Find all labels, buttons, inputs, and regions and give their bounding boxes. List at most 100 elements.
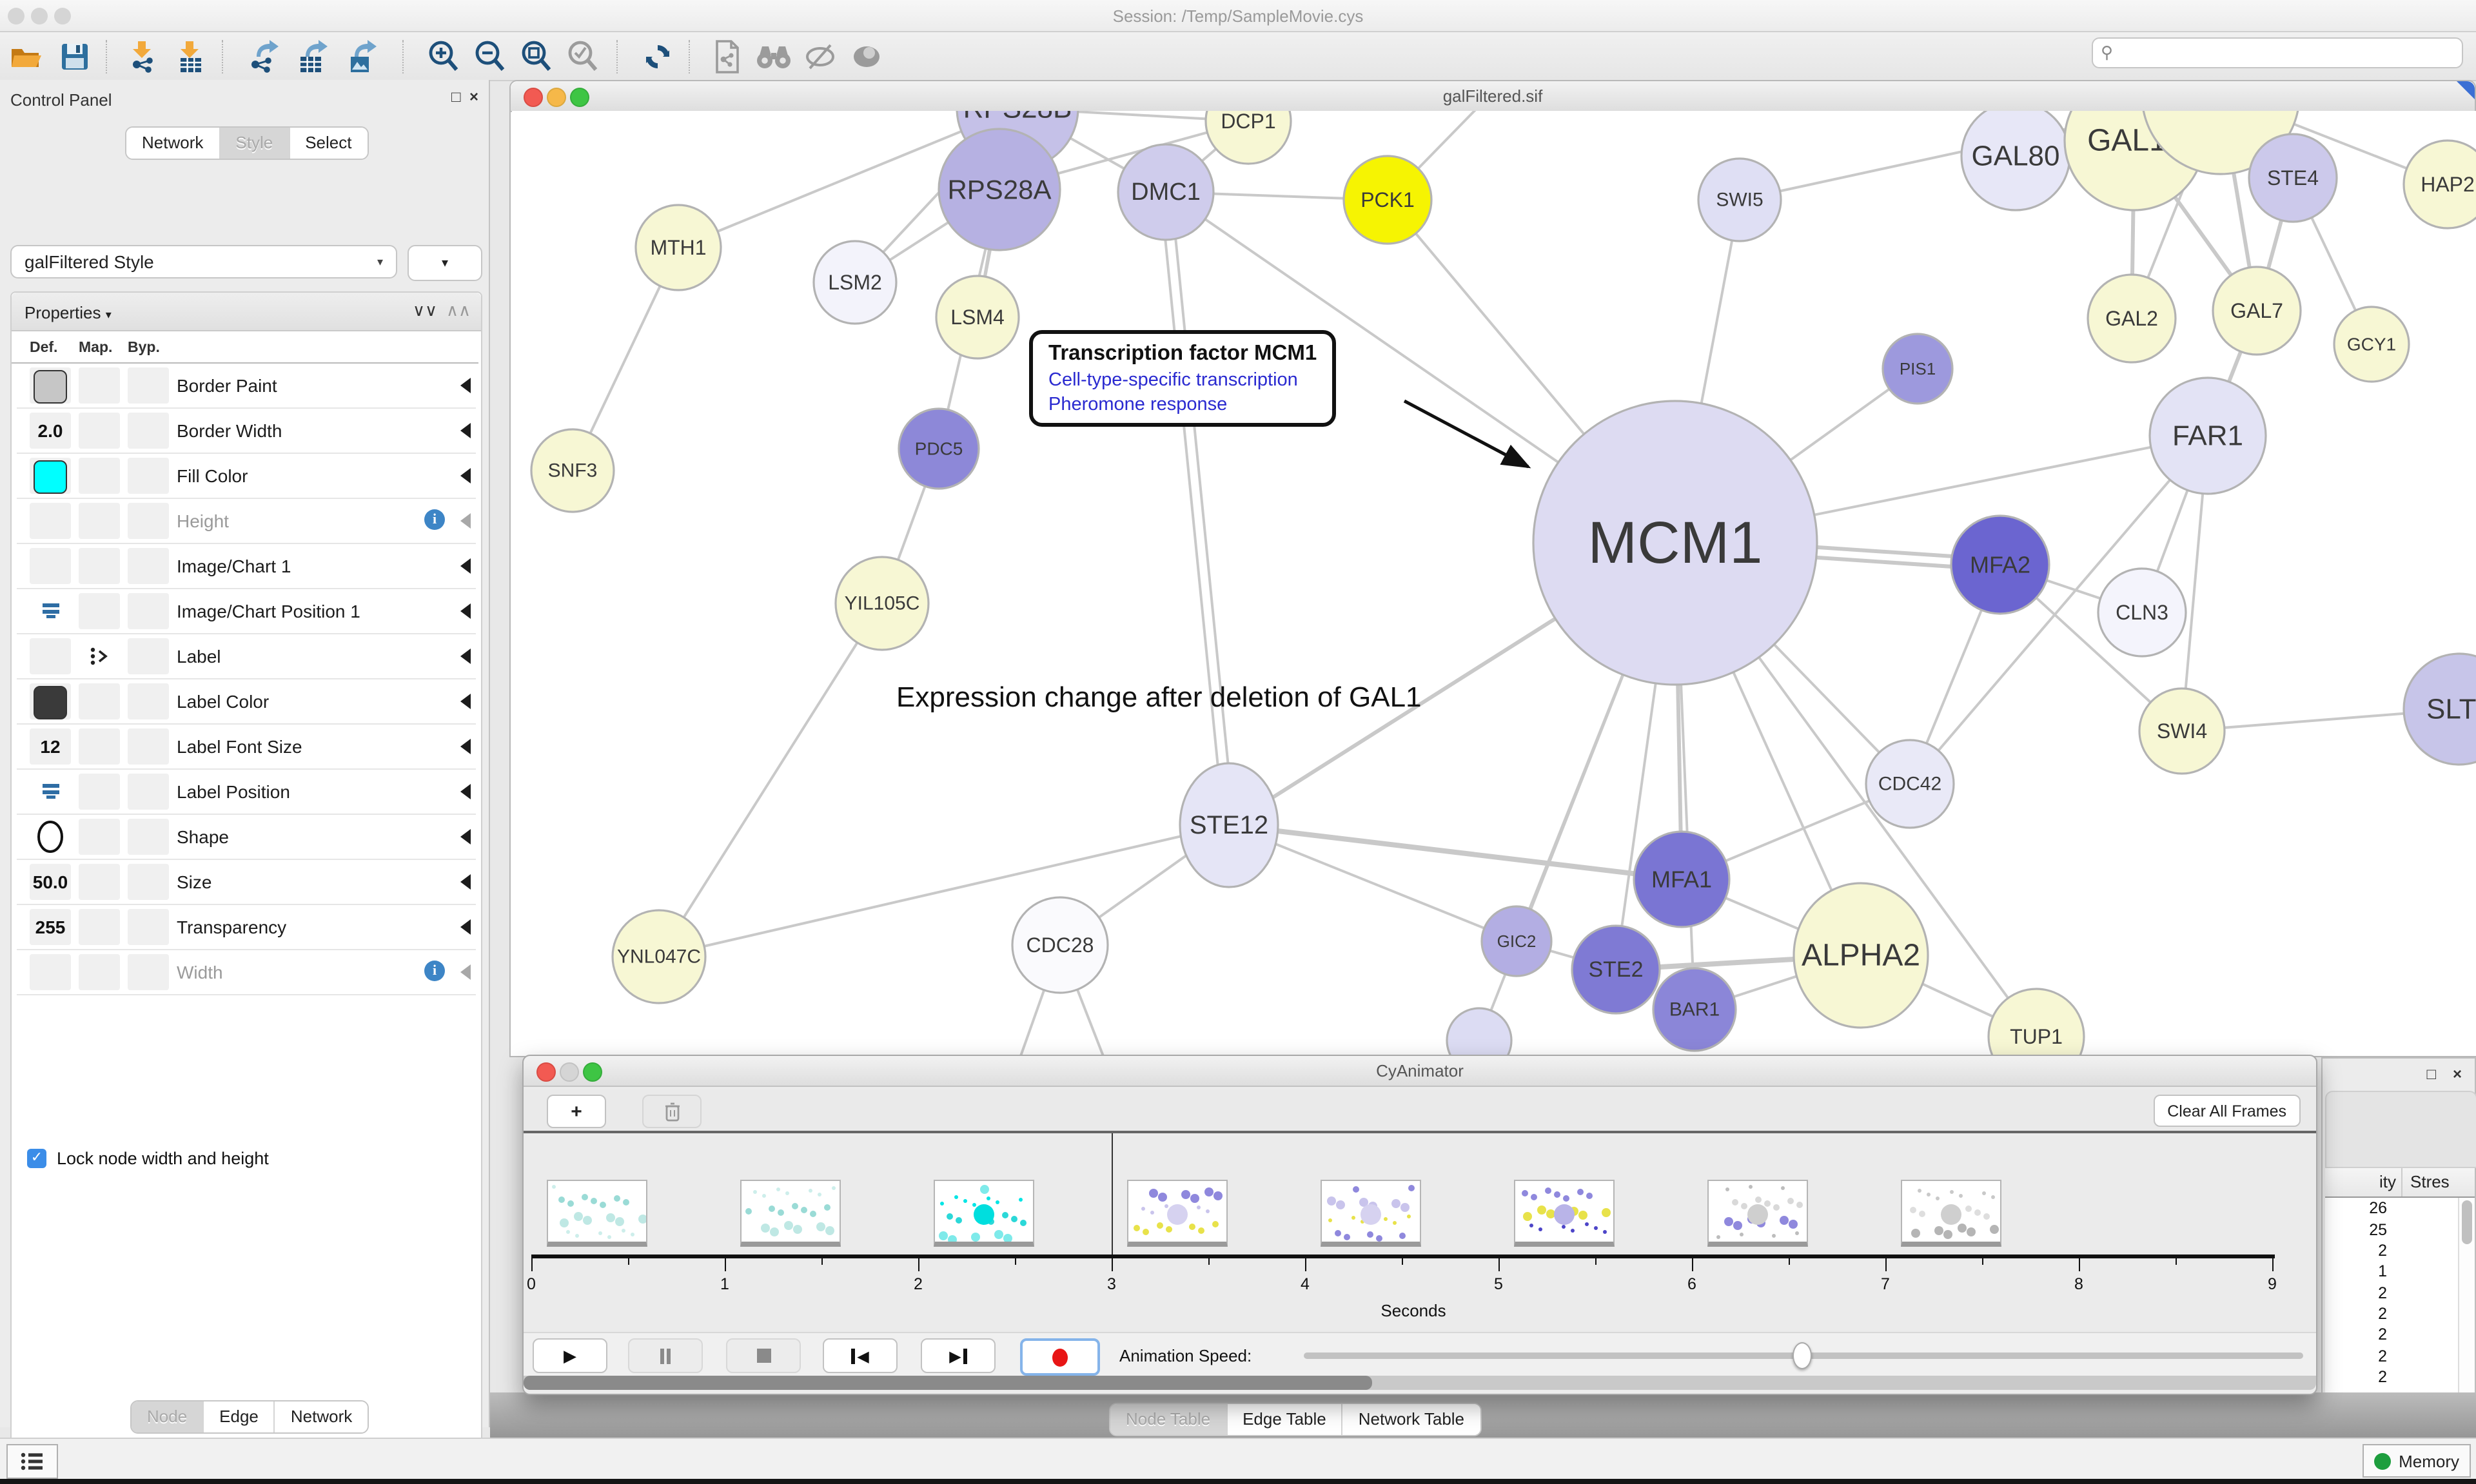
network-edge[interactable] xyxy=(658,824,1230,958)
bypass-cell[interactable] xyxy=(128,819,169,855)
collapse-all-icon[interactable]: ∧∧ xyxy=(446,300,471,320)
search-input[interactable] xyxy=(2118,43,2454,63)
expand-property-icon[interactable] xyxy=(460,919,471,935)
network-node-MFA1[interactable]: MFA1 xyxy=(1633,830,1731,928)
bypass-cell[interactable] xyxy=(128,503,169,539)
info-icon[interactable]: i xyxy=(424,961,445,981)
column-header-stress[interactable]: Stres xyxy=(2410,1172,2450,1191)
network-node-MFA2[interactable]: MFA2 xyxy=(1950,514,2050,615)
frame-thumbnail-5[interactable] xyxy=(1514,1180,1615,1247)
default-value-cell[interactable] xyxy=(30,367,71,404)
skip-to-start-button[interactable]: ◀ xyxy=(823,1338,898,1373)
network-file-icon[interactable] xyxy=(709,39,745,75)
network-node-SLT2[interactable]: SLT2 xyxy=(2402,652,2476,766)
frame-thumbnail-0[interactable] xyxy=(547,1180,647,1247)
property-row-label-color[interactable]: Label Color xyxy=(17,679,476,725)
frame-thumbnail-7[interactable] xyxy=(1901,1180,2001,1247)
default-value-cell[interactable] xyxy=(30,774,71,810)
zoom-network-icon[interactable] xyxy=(570,88,589,107)
frame-thumbnail-6[interactable] xyxy=(1707,1180,1808,1247)
bypass-cell[interactable] xyxy=(128,909,169,945)
network-graph[interactable]: RPS28B DCP1 RPS28A DMC1 PCK1 MTH1 LSM2 LSM4 SWI5… xyxy=(512,111,2476,1056)
network-node-YNL047C[interactable]: YNL047C xyxy=(611,909,707,1004)
network-node-GAL2[interactable]: GAL2 xyxy=(2087,273,2177,364)
network-node-MCM1[interactable]: MCM1 xyxy=(1532,400,1818,686)
mapping-cell[interactable] xyxy=(79,909,120,945)
tab-style[interactable]: Style xyxy=(220,128,290,159)
network-edge[interactable] xyxy=(1169,191,1235,825)
default-value-cell[interactable] xyxy=(30,683,71,719)
save-session-icon[interactable] xyxy=(57,39,93,75)
mapping-cell[interactable] xyxy=(79,458,120,494)
default-value-cell[interactable] xyxy=(30,593,71,629)
mapping-cell[interactable] xyxy=(79,774,120,810)
network-node-DCP1[interactable]: DCP1 xyxy=(1204,111,1292,165)
property-row-width[interactable]: Width i xyxy=(17,950,476,995)
frame-thumbnail-3[interactable] xyxy=(1127,1180,1228,1247)
bypass-cell[interactable] xyxy=(128,413,169,449)
network-node-CDC42[interactable]: CDC42 xyxy=(1865,739,1955,829)
zoom-window-icon[interactable] xyxy=(54,8,71,24)
frame-thumbnail-2[interactable] xyxy=(934,1180,1034,1247)
style-selector[interactable]: galFiltered Style ▾ xyxy=(10,245,397,278)
minimize-window-icon[interactable] xyxy=(31,8,48,24)
network-node-YIL105C[interactable]: YIL105C xyxy=(834,556,930,651)
network-titlebar[interactable]: galFiltered.sif xyxy=(511,81,2475,112)
network-node-TUP1[interactable]: TUP1 xyxy=(1987,988,2085,1056)
default-value-cell[interactable]: 255 xyxy=(30,909,71,945)
bypass-cell[interactable] xyxy=(128,683,169,719)
style-options-button[interactable]: ▾ xyxy=(408,245,482,281)
table-cell[interactable]: 1 xyxy=(2378,1262,2387,1281)
network-caption[interactable]: Expression change after deletion of GAL1 xyxy=(896,681,1422,713)
property-row-image-chart-1[interactable]: Image/Chart 1 xyxy=(17,544,476,589)
bypass-cell[interactable] xyxy=(128,728,169,765)
table-tab-network-table[interactable]: Network Table xyxy=(1342,1404,1480,1435)
export-network-icon[interactable] xyxy=(245,39,281,75)
tab-network[interactable]: Network xyxy=(126,128,221,159)
cyanimator-titlebar[interactable]: CyAnimator xyxy=(524,1056,2316,1087)
network-node-GAL7[interactable]: GAL7 xyxy=(2212,266,2302,356)
property-row-shape[interactable]: Shape xyxy=(17,815,476,860)
table-tab-edge-table[interactable]: Edge Table xyxy=(1227,1404,1343,1435)
network-annotation[interactable]: Transcription factor MCM1 Cell-type-spec… xyxy=(1029,330,1337,427)
expand-property-icon[interactable] xyxy=(460,603,471,619)
mapping-cell[interactable] xyxy=(79,683,120,719)
export-image-icon[interactable] xyxy=(343,39,379,75)
network-node-RPS28A[interactable]: RPS28A xyxy=(938,128,1061,251)
timeline-scrollbar[interactable] xyxy=(524,1376,2316,1390)
close-panel-icon[interactable]: × xyxy=(469,88,479,106)
clear-all-frames-button[interactable]: Clear All Frames xyxy=(2153,1095,2301,1127)
network-node-SWI4[interactable]: SWI4 xyxy=(2138,687,2226,775)
float-table-panel-icon[interactable]: □ xyxy=(2426,1065,2437,1083)
mapping-cell[interactable] xyxy=(79,413,120,449)
bypass-cell[interactable] xyxy=(128,458,169,494)
network-node-HAP2[interactable]: HAP2 xyxy=(2402,139,2476,229)
lock-checkbox[interactable]: ✓ xyxy=(27,1149,46,1168)
table-cell[interactable]: 2 xyxy=(2378,1325,2387,1344)
eye-icon[interactable] xyxy=(849,39,885,75)
expand-property-icon[interactable] xyxy=(460,784,471,799)
record-button[interactable] xyxy=(1020,1338,1100,1376)
frame-thumbnail-4[interactable] xyxy=(1321,1180,1421,1247)
network-edge[interactable] xyxy=(1159,192,1226,826)
binoculars-icon[interactable] xyxy=(756,39,792,75)
network-edge[interactable] xyxy=(1228,823,1682,882)
bypass-cell[interactable] xyxy=(128,367,169,404)
default-value-cell[interactable] xyxy=(30,458,71,494)
network-edge[interactable] xyxy=(1909,434,2209,785)
default-value-cell[interactable] xyxy=(30,503,71,539)
default-value-cell[interactable]: 50.0 xyxy=(30,864,71,900)
stop-button[interactable] xyxy=(726,1338,801,1373)
expand-all-icon[interactable]: ∨∨ xyxy=(412,300,437,320)
info-icon[interactable]: i xyxy=(424,509,445,530)
default-value-cell[interactable]: 12 xyxy=(30,728,71,765)
property-row-label-font-size[interactable]: 12 Label Font Size xyxy=(17,725,476,770)
expand-property-icon[interactable] xyxy=(460,874,471,890)
zoom-out-icon[interactable] xyxy=(472,39,508,75)
tab-select[interactable]: Select xyxy=(290,128,368,159)
close-table-panel-icon[interactable]: × xyxy=(2452,1065,2462,1083)
property-row-border-width[interactable]: 2.0 Border Width xyxy=(17,409,476,454)
network-edge[interactable] xyxy=(658,602,883,958)
network-node-SWI5[interactable]: SWI5 xyxy=(1697,157,1782,242)
add-frame-button[interactable]: + xyxy=(547,1095,606,1128)
